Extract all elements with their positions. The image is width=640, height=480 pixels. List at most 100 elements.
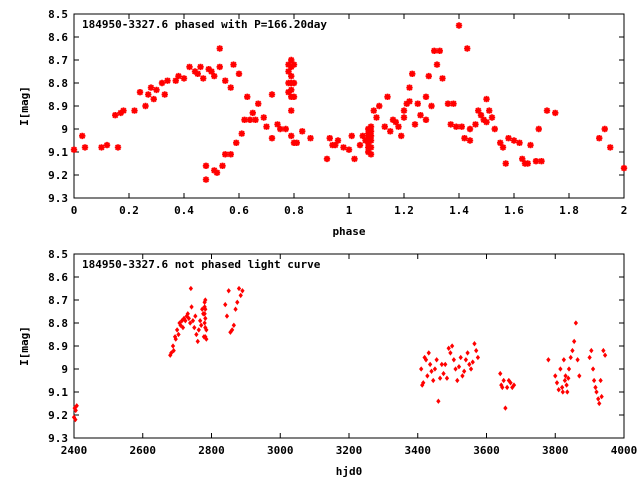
data-point bbox=[359, 132, 366, 140]
data-point bbox=[334, 137, 342, 144]
data-point bbox=[552, 109, 559, 117]
data-point bbox=[268, 135, 276, 142]
x-tick-label: 1.8 bbox=[559, 204, 579, 217]
data-point bbox=[240, 288, 245, 294]
x-tick-label: 3600 bbox=[473, 444, 500, 457]
y-tick-label: 8.6 bbox=[48, 271, 68, 284]
data-point bbox=[112, 112, 119, 119]
data-point bbox=[597, 400, 602, 407]
data-point bbox=[222, 77, 229, 84]
data-point bbox=[231, 322, 236, 328]
data-point bbox=[285, 68, 292, 75]
data-point bbox=[444, 375, 450, 381]
data-point bbox=[483, 95, 490, 103]
data-point bbox=[211, 72, 218, 80]
data-point bbox=[505, 135, 512, 142]
data-point bbox=[497, 139, 504, 146]
x-tick-label: 1.4 bbox=[449, 204, 469, 217]
y-axis-label: I[mag] bbox=[18, 326, 31, 366]
data-point bbox=[577, 373, 582, 379]
data-point bbox=[431, 47, 438, 54]
data-point bbox=[593, 384, 598, 391]
data-point bbox=[351, 155, 358, 163]
data-point bbox=[417, 112, 424, 119]
data-point bbox=[241, 116, 248, 123]
data-point bbox=[465, 350, 470, 356]
y-tick-label: 9 bbox=[61, 363, 68, 376]
data-point bbox=[427, 361, 433, 368]
data-point bbox=[73, 407, 78, 414]
data-point bbox=[285, 89, 292, 96]
data-point bbox=[556, 387, 561, 393]
data-point bbox=[172, 77, 179, 84]
data-point bbox=[573, 320, 579, 326]
data-point bbox=[348, 132, 355, 140]
data-point bbox=[519, 155, 526, 163]
data-point bbox=[395, 123, 402, 130]
data-point bbox=[367, 132, 375, 140]
data-point bbox=[362, 137, 369, 144]
x-axis-label: hjd0 bbox=[336, 465, 363, 478]
data-point bbox=[406, 98, 413, 105]
x-tick-label: 0.6 bbox=[229, 204, 249, 217]
data-point bbox=[178, 322, 183, 328]
data-point bbox=[594, 389, 599, 395]
data-point bbox=[170, 343, 176, 349]
data-point bbox=[400, 114, 408, 121]
data-point bbox=[365, 130, 372, 137]
data-point bbox=[191, 68, 199, 75]
data-point bbox=[222, 151, 229, 158]
data-point bbox=[229, 327, 235, 333]
data-point bbox=[535, 125, 542, 133]
data-point bbox=[384, 93, 391, 100]
data-point bbox=[263, 123, 270, 130]
data-point bbox=[376, 102, 383, 110]
data-point bbox=[414, 100, 421, 107]
data-point bbox=[216, 45, 223, 52]
data-point bbox=[233, 139, 240, 146]
data-point bbox=[216, 63, 223, 71]
data-point bbox=[568, 354, 573, 361]
data-point bbox=[426, 350, 431, 356]
data-point bbox=[226, 288, 231, 294]
data-point bbox=[244, 93, 251, 100]
data-point bbox=[466, 125, 474, 133]
data-point bbox=[103, 141, 111, 149]
data-point bbox=[570, 347, 575, 354]
data-point bbox=[503, 405, 508, 411]
data-point bbox=[437, 375, 443, 381]
x-tick-label: 0.2 bbox=[119, 204, 139, 217]
data-point bbox=[453, 366, 458, 372]
data-point bbox=[450, 100, 457, 107]
x-tick-label: 3400 bbox=[405, 444, 432, 457]
data-point bbox=[468, 366, 474, 372]
data-point bbox=[439, 75, 446, 82]
data-point bbox=[566, 375, 571, 381]
data-point bbox=[499, 144, 507, 151]
y-tick-label: 8.7 bbox=[48, 294, 68, 307]
data-point bbox=[498, 370, 503, 377]
data-point bbox=[564, 382, 569, 388]
data-point bbox=[590, 366, 596, 372]
data-point bbox=[439, 361, 444, 368]
data-point bbox=[500, 384, 505, 391]
data-point bbox=[202, 320, 207, 326]
data-point bbox=[195, 338, 200, 345]
data-point bbox=[365, 135, 372, 142]
data-point bbox=[587, 354, 592, 361]
y-tick-label: 8.9 bbox=[48, 100, 68, 113]
y-tick-label: 8.6 bbox=[48, 31, 68, 44]
data-point bbox=[422, 93, 430, 100]
unphased-light-curve-panel: 2400 2600 2800 3000 3200 3400 3600 3800 4000 8.5 8… bbox=[18, 248, 637, 478]
data-point bbox=[367, 123, 375, 130]
data-point bbox=[114, 144, 122, 151]
data-point bbox=[246, 116, 254, 123]
data-point bbox=[607, 144, 614, 151]
data-point bbox=[340, 144, 347, 151]
data-point bbox=[456, 364, 462, 370]
data-point bbox=[213, 169, 221, 176]
data-point bbox=[131, 107, 138, 114]
data-point bbox=[470, 359, 475, 365]
data-point bbox=[203, 315, 208, 322]
